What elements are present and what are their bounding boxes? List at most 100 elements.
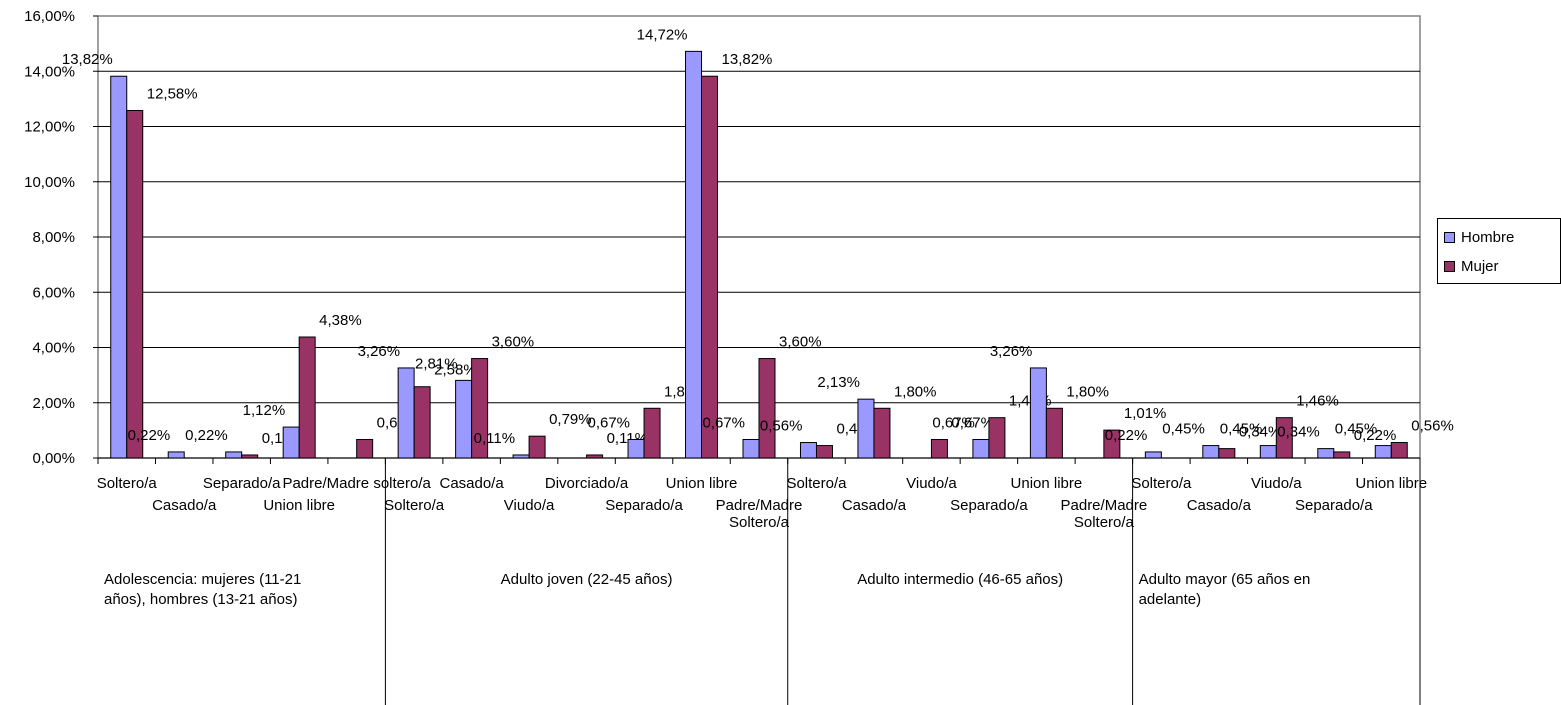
y-tick-label: 14,00% xyxy=(24,63,75,80)
legend: Hombre Mujer xyxy=(1437,218,1561,284)
bar-mujer xyxy=(1333,451,1351,459)
bar-mujer xyxy=(1103,429,1121,459)
legend-label-hombre: Hombre xyxy=(1461,228,1515,246)
data-label: 13,82% xyxy=(62,51,113,68)
bar-hombre xyxy=(167,451,185,459)
data-label: 1,46% xyxy=(1296,393,1339,410)
category-label: Viudo/a xyxy=(504,497,555,514)
data-label: 0,22% xyxy=(1354,427,1397,444)
y-tick-label: 8,00% xyxy=(32,229,75,246)
bar-mujer xyxy=(815,445,833,459)
bar-mujer xyxy=(413,386,431,459)
data-label: 0,56% xyxy=(760,418,803,435)
data-label: 0,67% xyxy=(702,414,745,431)
data-label: 4,38% xyxy=(319,312,362,329)
group-label: Adulto intermedio (46-65 años) xyxy=(857,571,1063,588)
data-label: 0,22% xyxy=(185,427,228,444)
y-tick-label: 6,00% xyxy=(32,284,75,301)
category-label: Divorciado/a xyxy=(545,475,629,492)
legend-swatch-mujer xyxy=(1444,260,1455,272)
bar-hombre xyxy=(225,451,243,459)
data-label: 0,45% xyxy=(1220,421,1263,438)
data-label: 0,45% xyxy=(1162,421,1205,438)
category-label: Soltero/a xyxy=(786,475,847,492)
category-label: Union libre xyxy=(1011,475,1083,492)
data-label: 3,60% xyxy=(492,334,535,351)
bar-mujer xyxy=(298,336,316,459)
data-label: 0,34% xyxy=(1239,424,1282,441)
data-label: 2,58% xyxy=(434,362,477,379)
bar-hombre xyxy=(1202,445,1220,459)
legend-label-mujer: Mujer xyxy=(1461,257,1499,275)
data-label: 0,79% xyxy=(549,411,592,428)
category-label: Union libre xyxy=(666,475,738,492)
data-label: 1,01% xyxy=(1124,405,1167,422)
bar-mujer xyxy=(1275,417,1293,459)
data-label: 12,58% xyxy=(147,85,198,102)
legend-swatch-hombre xyxy=(1444,231,1455,243)
bar-mujer xyxy=(471,358,489,459)
data-label: 0,11% xyxy=(474,430,515,447)
bar-mujer xyxy=(126,109,144,459)
bar-hombre xyxy=(282,426,300,459)
bar-hombre xyxy=(397,367,415,459)
data-label: 3,60% xyxy=(779,334,822,351)
data-label: 3,26% xyxy=(358,343,401,360)
data-label: 3,26% xyxy=(990,343,1033,360)
bar-mujer xyxy=(1390,442,1408,459)
category-label: Separado/a xyxy=(1295,497,1373,514)
bar-mujer xyxy=(873,407,891,459)
category-label: Padre/Madre soltero/a xyxy=(282,475,431,492)
data-label: 0,67% xyxy=(951,414,994,431)
data-label: 0,67% xyxy=(587,414,630,431)
category-label: Separado/a xyxy=(203,475,281,492)
bar-mujer xyxy=(241,454,259,459)
y-tick-label: 16,00% xyxy=(24,8,75,25)
group-label: Adulto mayor (65 años en adelante) xyxy=(1139,571,1311,608)
bar-hombre xyxy=(742,438,760,459)
data-label: 13,82% xyxy=(722,51,773,68)
category-label: Soltero/a xyxy=(384,497,445,514)
bar-hombre xyxy=(1144,451,1162,459)
bar-hombre xyxy=(972,438,990,459)
data-label: 0,22% xyxy=(1105,427,1148,444)
data-label: 14,72% xyxy=(637,26,688,43)
data-label: 1,80% xyxy=(894,383,937,400)
category-label: Padre/Madre Soltero/a xyxy=(716,497,803,531)
category-label: Casado/a xyxy=(842,497,907,514)
bar-hombre xyxy=(1029,367,1047,459)
bar-mujer xyxy=(643,407,661,459)
bar-mujer xyxy=(586,454,604,459)
bar-mujer xyxy=(930,438,948,459)
bar-hombre xyxy=(1317,448,1335,459)
category-label: Union libre xyxy=(1355,475,1427,492)
data-label: 0,45% xyxy=(1335,421,1378,438)
y-tick-label: 0,00% xyxy=(32,450,75,467)
bar-mujer xyxy=(701,75,719,459)
category-label: Separado/a xyxy=(605,497,683,514)
data-label: 0,22% xyxy=(128,427,171,444)
category-label: Viudo/a xyxy=(906,475,957,492)
data-label: 1,12% xyxy=(243,402,286,419)
category-label: Padre/Madre Soltero/a xyxy=(1061,497,1148,531)
y-tick-label: 2,00% xyxy=(32,395,75,412)
bar-hombre xyxy=(627,438,645,459)
bar-mujer xyxy=(528,435,546,459)
legend-item-hombre: Hombre xyxy=(1444,227,1514,247)
bar-hombre xyxy=(857,398,875,459)
data-label: 0,67% xyxy=(932,414,975,431)
bar-mujer xyxy=(1045,407,1063,459)
bar-mujer xyxy=(356,438,374,459)
data-label: 1,80% xyxy=(1066,383,1109,400)
group-label: Adulto joven (22-45 años) xyxy=(501,571,673,588)
category-label: Soltero/a xyxy=(97,475,158,492)
bar-hombre xyxy=(685,50,703,459)
bar-hombre xyxy=(512,454,530,459)
bar-hombre xyxy=(110,75,128,459)
category-label: Casado/a xyxy=(1187,497,1252,514)
data-label: 2,81% xyxy=(415,355,458,372)
bar-hombre xyxy=(455,379,473,459)
category-label: Union libre xyxy=(263,497,335,514)
bar-mujer xyxy=(988,417,1006,459)
